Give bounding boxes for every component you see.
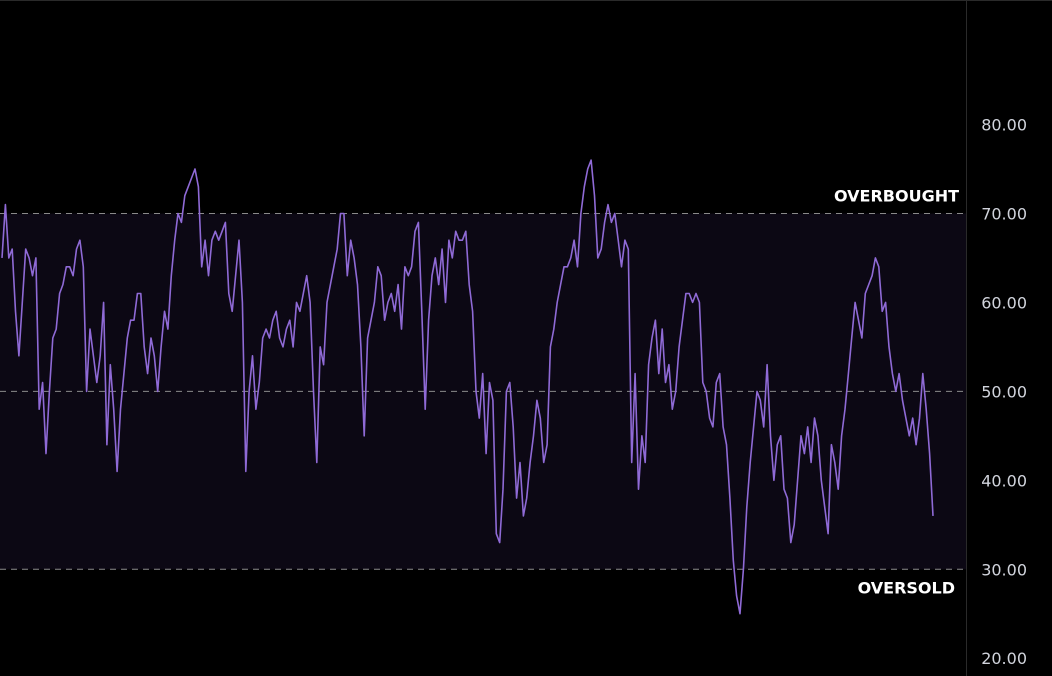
y-tick-label: 70.00 <box>981 204 1027 223</box>
y-tick-label: 60.00 <box>981 293 1027 312</box>
y-tick-label: 50.00 <box>981 382 1027 401</box>
y-tick-label: 80.00 <box>981 116 1027 135</box>
overbought-label: OVERBOUGHT <box>834 186 959 205</box>
oversold-label: OVERSOLD <box>858 578 955 597</box>
y-tick-label: 30.00 <box>981 560 1027 579</box>
y-tick-label: 40.00 <box>981 471 1027 490</box>
rsi-series-line <box>1 159 934 615</box>
y-tick-label: 20.00 <box>981 649 1027 668</box>
